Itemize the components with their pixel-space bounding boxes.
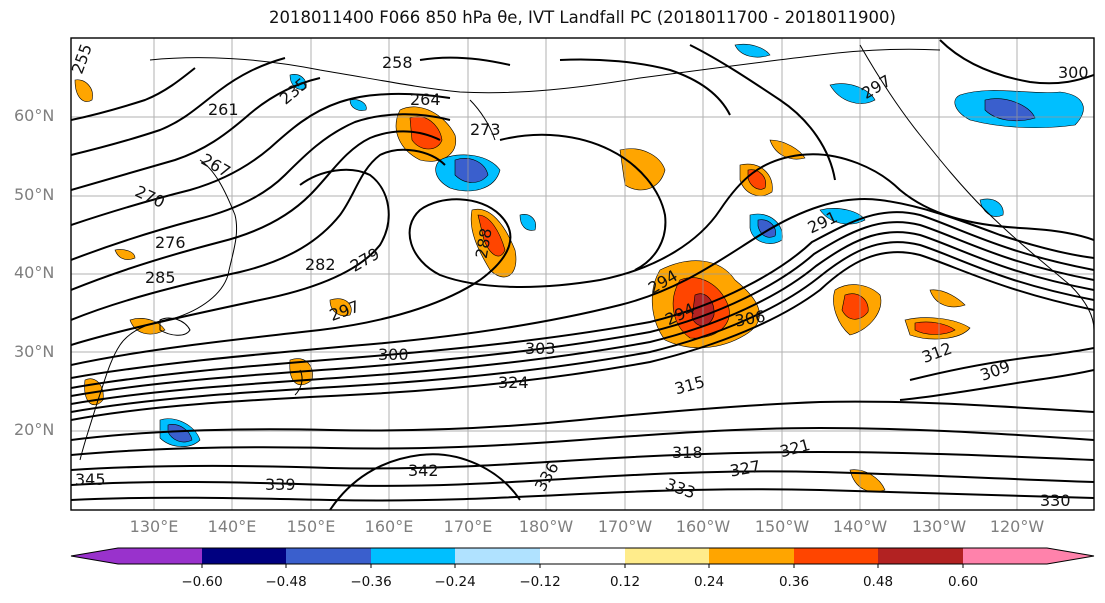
map-title: 2018011400 F066 850 hPa θe, IVT Landfall…: [269, 8, 896, 27]
contour-label: 342: [408, 461, 439, 480]
lat-label-50n: 50°N: [14, 185, 55, 204]
colorbar-segment: [878, 548, 964, 564]
lon-label-160e: 160°E: [364, 517, 414, 536]
colorbar-tick-label: −0.12: [519, 574, 561, 590]
contour-label: 300: [378, 345, 409, 364]
contour-label: 285: [145, 268, 176, 287]
negative-anomaly-patches: [159, 43, 1084, 447]
colorbar-segment: [202, 548, 287, 564]
colorbar-tick-label: 0.24: [693, 574, 725, 590]
lon-label-130e: 130°E: [129, 517, 179, 536]
colorbar-segment: [371, 548, 456, 564]
lon-label-140w: 140°W: [832, 517, 888, 536]
contour-label: 345: [75, 470, 106, 489]
colorbar-tick-label: −0.48: [265, 574, 307, 590]
colorbar-segment: [286, 548, 372, 564]
lon-label-170e: 170°E: [443, 517, 493, 536]
colorbar-tick-label: 0.60: [947, 574, 979, 590]
lon-label-150w: 150°W: [754, 517, 810, 536]
lon-label-120w: 120°W: [989, 517, 1045, 536]
contour-label: 303: [525, 339, 556, 358]
lon-label-150e: 150°E: [286, 517, 336, 536]
lat-label-30n: 30°N: [14, 342, 55, 361]
lat-label-20n: 20°N: [14, 420, 55, 439]
colorbar-tick-label: 0.36: [778, 574, 810, 590]
lon-label-160w: 160°W: [675, 517, 731, 536]
colorbar-extend-high: [1047, 548, 1094, 564]
contour-label: 300: [1058, 63, 1089, 82]
colorbar-tick-label: 0.12: [609, 574, 641, 590]
colorbar-segments: [71, 548, 1094, 568]
lat-label-60n: 60°N: [14, 106, 55, 125]
lon-label-170w: 170°W: [597, 517, 653, 536]
colorbar-segment: [455, 548, 541, 564]
contour-label: 276: [155, 233, 186, 252]
lon-label-180w: 180°W: [518, 517, 574, 536]
colorbar-extend-low: [71, 548, 118, 564]
contour-label: 324: [498, 373, 529, 392]
map-frame: [70, 37, 1095, 511]
colorbar-segment: [709, 548, 795, 564]
colorbar-tick-label: 0.48: [862, 574, 894, 590]
colorbar-segment: [118, 548, 203, 564]
colorbar-segment: [794, 548, 879, 564]
colorbar-tick-label: −0.24: [434, 574, 476, 590]
colorbar-segment: [625, 548, 710, 564]
contour-label: 261: [208, 100, 239, 119]
lon-label-130w: 130°W: [911, 517, 967, 536]
contour-label: 330: [1040, 491, 1071, 510]
contour-label: 339: [265, 475, 296, 494]
contour-label: 264: [410, 90, 441, 109]
colorbar-segment: [540, 548, 626, 564]
lat-label-40n: 40°N: [14, 263, 55, 282]
colorbar-tick-label: −0.60: [181, 574, 223, 590]
colorbar-outline: [70, 547, 1095, 565]
lon-label-140e: 140°E: [207, 517, 257, 536]
colorbar-segment: [963, 548, 1048, 564]
map-plot-area: 255 261 235 258 264 273 267 270 276 285 …: [71, 38, 1094, 510]
contour-label: 318: [672, 443, 703, 462]
colorbar-tick-label: −0.36: [350, 574, 392, 590]
contour-label: 273: [470, 120, 501, 139]
theta-e-contours: [71, 39, 1094, 510]
contour-label: 258: [382, 53, 413, 72]
contour-label: 282: [305, 255, 336, 274]
